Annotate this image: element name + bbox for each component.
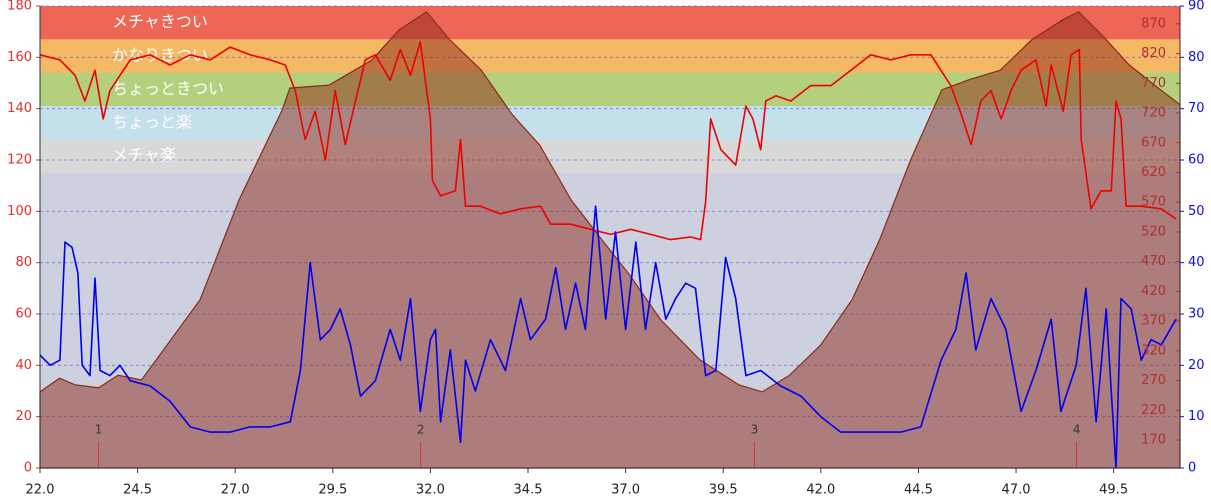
y-tick-label: 0: [24, 461, 32, 476]
y3-tick-label: 40: [1188, 255, 1205, 270]
x-tick-label: 32.0: [416, 483, 445, 498]
lap-label: 4: [1073, 423, 1081, 437]
zone-label: かなりきつい: [112, 46, 208, 65]
y-tick-label: 180: [7, 0, 32, 14]
x-tick-label: 42.0: [806, 483, 835, 498]
zone-label: ちょっときつい: [112, 79, 224, 98]
y2-tick-label: 670: [1141, 135, 1166, 150]
y2-tick-label: 470: [1141, 254, 1166, 269]
elevation-area: [39, 11, 1181, 469]
series-line: [39, 205, 1177, 469]
y-tick-label: 60: [15, 307, 32, 322]
x-tick-label: 34.5: [514, 483, 543, 498]
y2-tick-label: 520: [1141, 224, 1166, 239]
x-tick-label: 37.0: [611, 483, 640, 498]
x-tick-label: 44.5: [904, 483, 933, 498]
zone-band: [40, 6, 1180, 40]
y-tick-label: 80: [15, 255, 32, 270]
y3-tick-label: 70: [1188, 101, 1205, 116]
y-tick-label: 40: [15, 358, 32, 373]
y2-tick-label: 870: [1141, 16, 1166, 31]
y-tick-label: 160: [7, 50, 32, 65]
y2-tick-label: 620: [1141, 165, 1166, 180]
y3-tick-label: 60: [1188, 153, 1205, 168]
y2-tick-label: 220: [1141, 403, 1166, 418]
y3-tick-label: 90: [1188, 0, 1205, 14]
y-tick-label: 20: [15, 409, 32, 424]
x-tick-label: 39.5: [709, 483, 738, 498]
x-tick-label: 24.5: [123, 483, 152, 498]
x-tick-label: 22.0: [26, 483, 55, 498]
y3-tick-label: 0: [1188, 461, 1196, 476]
y3-tick-label: 50: [1188, 204, 1205, 219]
zone-label: メチャ楽: [112, 146, 176, 165]
y2-tick-label: 770: [1141, 76, 1166, 91]
x-tick-label: 47.0: [1002, 483, 1031, 498]
y3-tick-label: 20: [1188, 358, 1205, 373]
lap-label: 2: [417, 423, 425, 437]
y-tick-label: 140: [7, 101, 32, 116]
y3-tick-label: 10: [1188, 409, 1205, 424]
y2-tick-label: 570: [1141, 195, 1166, 210]
zone-label: メチャきつい: [112, 12, 208, 31]
y2-tick-label: 370: [1141, 314, 1166, 329]
lap-label: 3: [751, 423, 759, 437]
zone-label: ちょっと楽: [112, 112, 192, 131]
x-tick-label: 27.0: [221, 483, 250, 498]
y2-tick-label: 270: [1141, 373, 1166, 388]
series-line: [39, 41, 1177, 241]
y2-tick-label: 170: [1141, 433, 1166, 448]
x-tick-label: 49.5: [1099, 483, 1128, 498]
y2-tick-label: 420: [1141, 284, 1166, 299]
y-tick-label: 100: [7, 204, 32, 219]
lap-label: 1: [95, 423, 103, 437]
zone-band: [40, 39, 1180, 73]
y2-tick-label: 820: [1141, 46, 1166, 61]
y2-tick-label: 720: [1141, 106, 1166, 121]
y3-tick-label: 80: [1188, 50, 1205, 65]
y3-tick-label: 30: [1188, 307, 1205, 322]
x-tick-label: 29.5: [318, 483, 347, 498]
y-tick-label: 120: [7, 153, 32, 168]
y2-tick-label: 320: [1141, 343, 1166, 358]
